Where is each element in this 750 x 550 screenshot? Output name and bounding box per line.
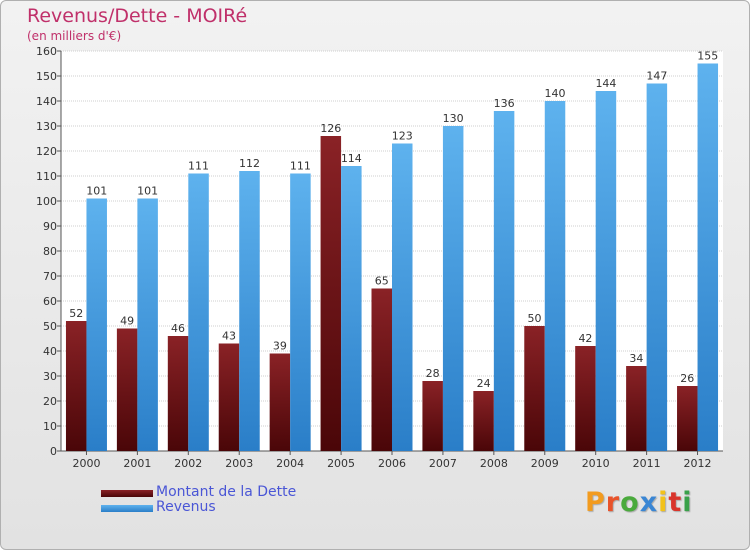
data-label-revenus-2009: 140 <box>545 87 566 100</box>
bar-revenus-2009 <box>544 101 566 451</box>
bar-revenus-2011 <box>646 83 668 451</box>
x-tick-label: 2000 <box>72 457 100 470</box>
y-tick-label: 150 <box>36 70 57 83</box>
y-tick-label: 30 <box>43 370 57 383</box>
data-label-dette-2009: 50 <box>528 312 542 325</box>
x-tick-label: 2010 <box>582 457 610 470</box>
y-tick-label: 10 <box>43 420 57 433</box>
data-label-dette-2012: 26 <box>680 372 694 385</box>
data-label-revenus-2010: 144 <box>595 77 616 90</box>
logo-letter: P <box>585 487 606 518</box>
data-label-dette-2000: 52 <box>69 307 83 320</box>
data-label-dette-2004: 39 <box>273 340 287 353</box>
bar-dette-2006 <box>371 288 392 451</box>
y-tick-label: 0 <box>50 445 57 458</box>
data-label-revenus-2006: 123 <box>392 130 413 143</box>
bar-revenus-2002 <box>188 173 209 451</box>
y-tick-label: 110 <box>36 170 57 183</box>
bar-dette-2000 <box>65 321 87 451</box>
bar-dette-2002 <box>167 336 189 451</box>
x-tick-label: 2006 <box>378 457 406 470</box>
data-label-revenus-2012: 155 <box>697 50 718 63</box>
x-tick-label: 2003 <box>225 457 253 470</box>
data-label-dette-2011: 34 <box>629 352 643 365</box>
y-tick-label: 120 <box>36 145 57 158</box>
data-label-dette-2005: 126 <box>320 122 341 135</box>
y-tick-label: 100 <box>36 195 57 208</box>
chart-subtitle: (en milliers d'€) <box>27 29 122 43</box>
bar-dette-2011 <box>626 366 647 451</box>
data-label-dette-2007: 28 <box>426 367 440 380</box>
x-tick-label: 2001 <box>123 457 151 470</box>
bar-revenus-2008 <box>493 111 515 451</box>
bar-dette-2010 <box>575 346 596 451</box>
y-tick-label: 60 <box>43 295 57 308</box>
x-tick-label: 2007 <box>429 457 457 470</box>
data-label-dette-2002: 46 <box>171 322 185 335</box>
bar-dette-2001 <box>116 328 138 451</box>
legend-label-revenus: Revenus <box>156 499 216 515</box>
data-label-dette-2008: 24 <box>477 377 491 390</box>
bar-dette-2009 <box>524 326 545 451</box>
bar-revenus-2006 <box>392 143 413 451</box>
logo-letter: t <box>668 487 683 518</box>
bar-dette-2008 <box>473 391 494 451</box>
y-tick-label: 50 <box>43 320 57 333</box>
logo-letter: i <box>682 487 693 518</box>
bar-dette-2007 <box>422 381 443 451</box>
y-tick-label: 40 <box>43 345 57 358</box>
data-label-revenus-2005: 114 <box>341 152 362 165</box>
y-tick-label: 140 <box>36 95 57 108</box>
logo-letter: i <box>658 487 669 518</box>
legend-label-dette: Montant de la Dette <box>156 484 297 500</box>
data-label-revenus-2008: 136 <box>494 97 515 110</box>
data-label-revenus-2011: 147 <box>646 70 667 83</box>
x-tick-label: 2012 <box>684 457 712 470</box>
y-tick-label: 90 <box>43 220 57 233</box>
data-label-dette-2003: 43 <box>222 330 236 343</box>
bar-dette-2005 <box>320 136 342 451</box>
bar-dette-2003 <box>218 343 240 451</box>
proxiti-logo: Proxiti <box>585 487 693 518</box>
legend-swatch-dette <box>101 490 153 497</box>
x-tick-label: 2008 <box>480 457 508 470</box>
bar-dette-2012 <box>677 386 698 451</box>
bar-revenus-2004 <box>290 173 311 451</box>
data-label-revenus-2000: 101 <box>86 185 107 198</box>
data-label-revenus-2003: 112 <box>239 157 260 170</box>
data-label-revenus-2002: 111 <box>188 160 209 173</box>
bar-revenus-2000 <box>86 198 107 451</box>
bar-revenus-2005 <box>341 166 362 451</box>
data-label-dette-2001: 49 <box>120 315 134 328</box>
bar-revenus-2003 <box>239 171 260 451</box>
y-tick-label: 20 <box>43 395 57 408</box>
x-tick-label: 2005 <box>327 457 355 470</box>
x-tick-label: 2011 <box>633 457 661 470</box>
bar-revenus-2010 <box>595 91 617 451</box>
bar-revenus-2012 <box>697 63 719 451</box>
logo-letter: x <box>639 487 659 518</box>
bar-revenus-2007 <box>442 126 464 451</box>
y-tick-label: 130 <box>36 120 57 133</box>
x-tick-label: 2004 <box>276 457 304 470</box>
chart-title: Revenus/Dette - MOIRé <box>27 5 248 27</box>
y-tick-label: 80 <box>43 245 57 258</box>
data-label-revenus-2001: 101 <box>137 185 158 198</box>
y-tick-label: 160 <box>36 45 57 58</box>
y-tick-label: 70 <box>43 270 57 283</box>
data-label-dette-2010: 42 <box>578 332 592 345</box>
x-tick-label: 2009 <box>531 457 559 470</box>
data-label-revenus-2007: 130 <box>443 112 464 125</box>
logo-letter: o <box>620 487 640 518</box>
legend-swatch-revenus <box>101 505 153 512</box>
x-tick-label: 2002 <box>174 457 202 470</box>
data-label-revenus-2004: 111 <box>290 160 311 173</box>
logo-letter: r <box>605 487 621 518</box>
bar-dette-2004 <box>269 353 291 451</box>
bar-revenus-2001 <box>137 198 158 451</box>
data-label-dette-2006: 65 <box>375 275 389 288</box>
